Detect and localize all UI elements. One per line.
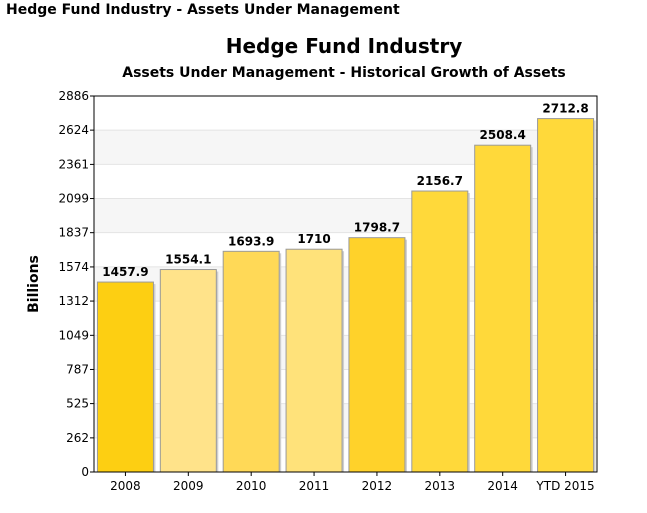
- y-tick-label: 1837: [58, 226, 89, 240]
- bar-value-label: 2712.8: [542, 102, 588, 116]
- y-tick-label: 262: [66, 431, 89, 445]
- x-tick-label: 2012: [362, 479, 393, 493]
- bar: [222, 250, 280, 473]
- x-tick-label: YTD 2015: [535, 479, 594, 493]
- bar: [348, 237, 406, 473]
- bar: [285, 248, 343, 473]
- page-header: Hedge Fund Industry - Assets Under Manag…: [6, 2, 400, 18]
- x-tick-label: 2013: [425, 479, 456, 493]
- y-tick-label: 787: [66, 362, 89, 376]
- bar: [159, 269, 217, 473]
- bar-value-label: 2156.7: [417, 174, 463, 188]
- y-tick-label: 1312: [58, 294, 89, 308]
- bar: [96, 281, 154, 473]
- bar: [537, 118, 595, 473]
- x-tick-label: 2009: [173, 479, 204, 493]
- x-tick-label: 2008: [110, 479, 141, 493]
- bar-value-label: 1554.1: [165, 253, 211, 267]
- chart-subtitle: Assets Under Management - Historical Gro…: [122, 65, 566, 81]
- x-tick-label: 2010: [236, 479, 267, 493]
- y-tick-label: 1574: [58, 260, 89, 274]
- bar-value-label: 1710: [297, 232, 330, 246]
- y-tick-label: 0: [81, 465, 89, 479]
- bar: [411, 190, 469, 473]
- x-tick-label: 2011: [299, 479, 330, 493]
- y-tick-label: 2361: [58, 157, 89, 171]
- bar-value-label: 1798.7: [354, 221, 400, 235]
- x-tick-label: 2014: [487, 479, 518, 493]
- y-tick-label: 525: [66, 397, 89, 411]
- bar: [474, 144, 532, 473]
- bar-value-label: 1457.9: [102, 265, 148, 279]
- y-tick-label: 2886: [58, 89, 89, 103]
- y-tick-label: 2624: [58, 123, 89, 137]
- bar-value-label: 2508.4: [480, 128, 526, 142]
- y-tick-label: 1049: [58, 328, 89, 342]
- chart-title: Hedge Fund Industry: [225, 34, 463, 58]
- bar-value-label: 1693.9: [228, 234, 274, 248]
- plot-frame: [93, 95, 598, 473]
- y-tick-label: 2099: [58, 192, 89, 206]
